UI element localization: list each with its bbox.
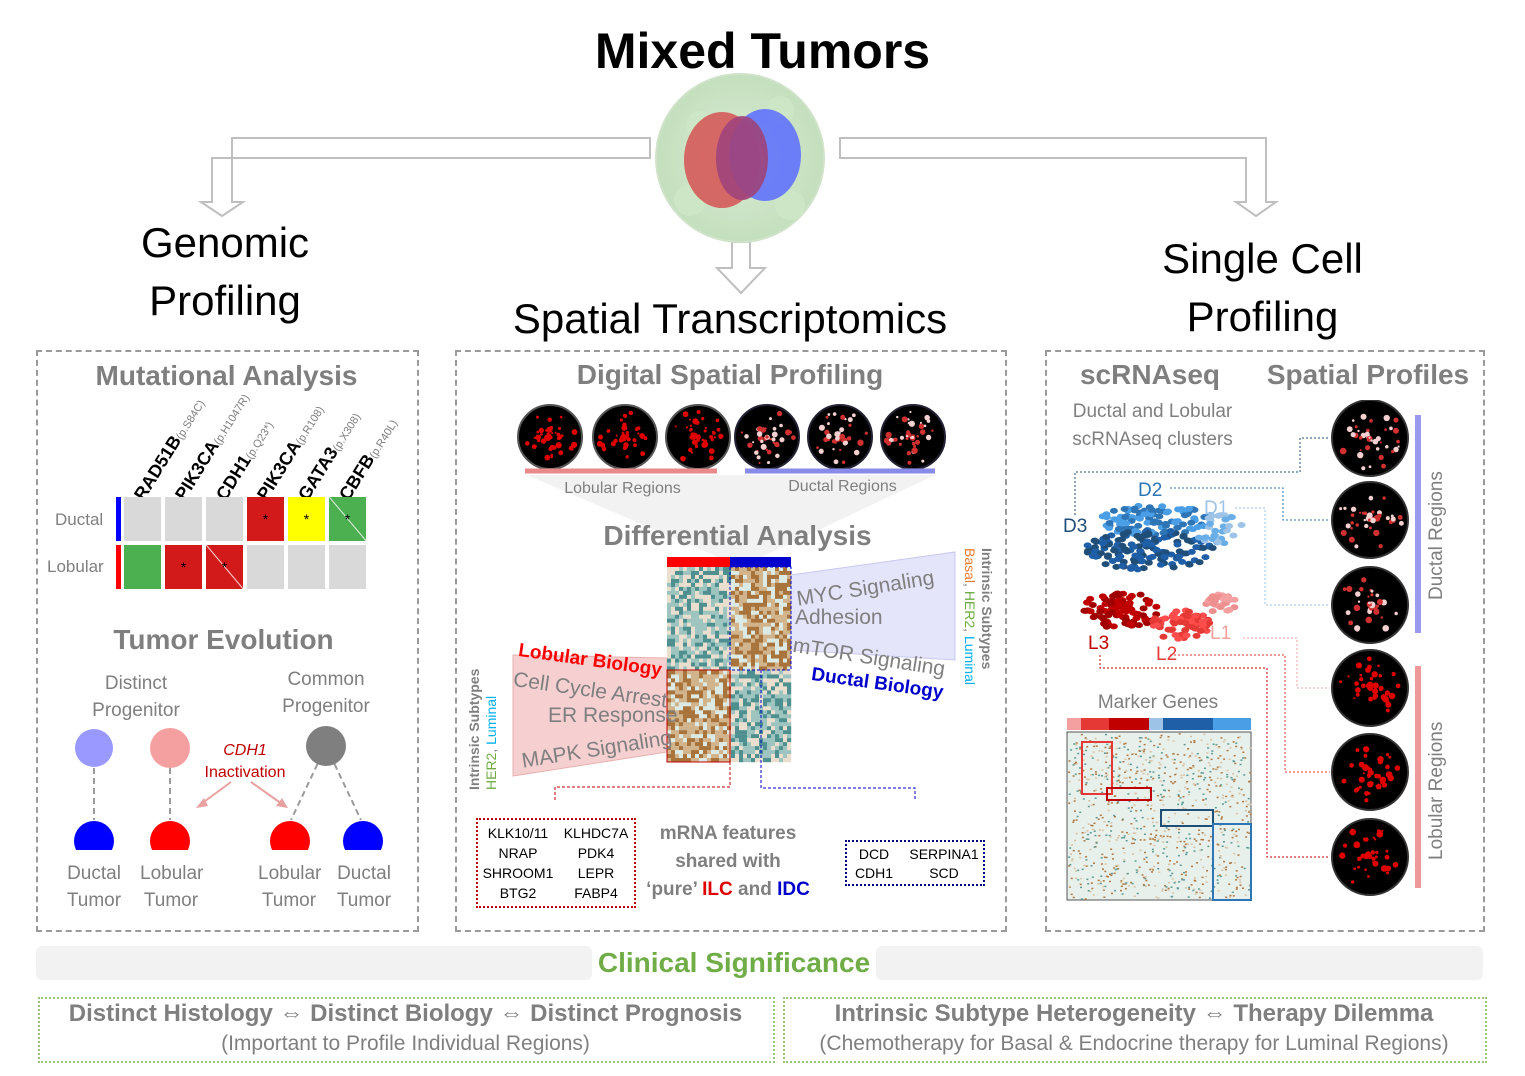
scrnaseq-title: scRNAseq: [1079, 359, 1221, 390]
spatial-panel: [455, 350, 1007, 932]
distinct-progenitor-label: Distinct Progenitor: [92, 673, 180, 721]
common-progenitor-label: Common Progenitor: [282, 669, 370, 717]
mutational-analysis-title: Mutational Analysis: [95, 360, 358, 391]
cluster-label: L3: [1088, 633, 1110, 654]
arrow-to-spatial: [714, 241, 768, 295]
mutation-cell: [329, 545, 366, 589]
right-intrinsic-subtypes: Intrinsic Subtypes Basal, HER2, Luminal: [962, 548, 995, 685]
subtype-significance-sub: (Chemotherapy for Basal & Endocrine ther…: [819, 1032, 1449, 1055]
clusters-caption: Ductal and Lobular scRNAseq clusters: [1072, 401, 1233, 450]
arrow-to-single-cell: [839, 137, 1280, 218]
pathway-adhesion: Adhesion: [795, 606, 883, 629]
marker-genes-label: Marker Genes: [1097, 692, 1219, 713]
evolution-tree: [74, 726, 383, 850]
ductal-gene-list: DCD SERPINA1 CDH1 SCD: [845, 840, 985, 886]
histology-significance-main: Distinct Histology ⇔ Distinct Biology ⇔ …: [68, 1000, 743, 1027]
main-title: Mixed Tumors: [594, 23, 931, 79]
row-label-ductal: Ductal: [55, 510, 104, 529]
dsp-images: [517, 404, 946, 560]
clinical-significance-title: Clinical Significance: [597, 947, 871, 978]
cluster-label: D3: [1063, 516, 1088, 537]
lobular-regions-side-label: Lobular Regions: [1426, 721, 1447, 860]
digital-spatial-profiling-title: Digital Spatial Profiling: [576, 359, 884, 390]
ductal-regions-side-label: Ductal Regions: [1426, 471, 1447, 600]
mutation-cell: *: [206, 545, 243, 589]
differential-analysis-title: Differential Analysis: [603, 520, 872, 551]
cluster-label: L1: [1210, 623, 1232, 644]
ductal-tumor-node-1: [74, 821, 114, 850]
spatial-profiles-title: Spatial Profiles: [1266, 359, 1470, 390]
left-intrinsic-subtypes: Intrinsic Subtypes HER2, Luminal: [466, 668, 499, 790]
single-cell-profiling-heading: Single Cell Profiling: [1162, 235, 1363, 340]
ductal-regions-label: Ductal Regions: [788, 478, 897, 495]
tumor-label: Lobular Tumor: [140, 863, 204, 911]
mutation-cell: [165, 497, 202, 541]
tumor-label: Ductal Tumor: [336, 863, 392, 911]
mutation-cell: [206, 497, 243, 541]
single-cell-panel: [1045, 350, 1485, 932]
lobular-gene-list: KLK10/11 KLHDC7A NRAP PDK4 SHROOM1 LEPR …: [476, 818, 636, 908]
histology-significance-sub: (Important to Profile Individual Regions…: [221, 1032, 590, 1055]
pathway-er-response: ER Response: [548, 704, 678, 727]
cdh1-inactivation-label: CDH1 Inactivation: [204, 742, 286, 781]
lobular-bar: [116, 545, 121, 589]
lobular-regions-label: Lobular Regions: [564, 480, 681, 497]
common-progenitor-node: [306, 726, 346, 766]
row-label-lobular: Lobular: [47, 557, 104, 576]
spatial-transcriptomics-heading: Spatial Transcriptomics: [512, 295, 948, 342]
distinct-ductal-progenitor: [75, 729, 113, 767]
tumor-label: Lobular Tumor: [258, 863, 322, 911]
ductal-bar: [116, 497, 121, 541]
clinical-bar-right: [876, 946, 1483, 980]
differential-heatmap: [512, 551, 956, 800]
mrna-features-caption: mRNA features shared with ‘pure’ ILC and…: [646, 823, 810, 900]
mutation-cell: *: [165, 545, 202, 589]
mutation-cell: [288, 545, 325, 589]
lobular-tumor-node-2: [270, 821, 310, 850]
mutation-cell: *: [329, 497, 366, 541]
single-cell-graphics: [1066, 400, 1421, 901]
lobular-tumor-node-1: [150, 821, 190, 850]
cluster-label: L2: [1156, 644, 1178, 665]
histology-significance-box: [38, 997, 775, 1063]
subtype-significance-main: Intrinsic Subtype Heterogeneity ⇔ Therap…: [834, 1000, 1434, 1027]
mutation-cell: [124, 545, 161, 589]
tumor-evolution-title: Tumor Evolution: [113, 624, 334, 655]
genomic-profiling-heading: Genomic Profiling: [140, 219, 310, 324]
mutation-cell: [247, 545, 284, 589]
clinical-bar-left: [36, 946, 592, 980]
mutation-cell: [124, 497, 161, 541]
tumor-label: Ductal Tumor: [66, 863, 122, 911]
cluster-label: D1: [1204, 498, 1229, 519]
subtype-significance-box: [783, 997, 1487, 1063]
mixed-tumor-icon: [655, 73, 825, 243]
distinct-lobular-progenitor: [150, 728, 190, 768]
mutation-cell: *: [288, 497, 325, 541]
genomic-panel: [36, 350, 419, 932]
mutation-cell: *: [247, 497, 284, 541]
arrow-to-genomic: [197, 137, 651, 218]
ductal-tumor-node-2: [343, 821, 383, 850]
cluster-label: D2: [1138, 480, 1163, 501]
